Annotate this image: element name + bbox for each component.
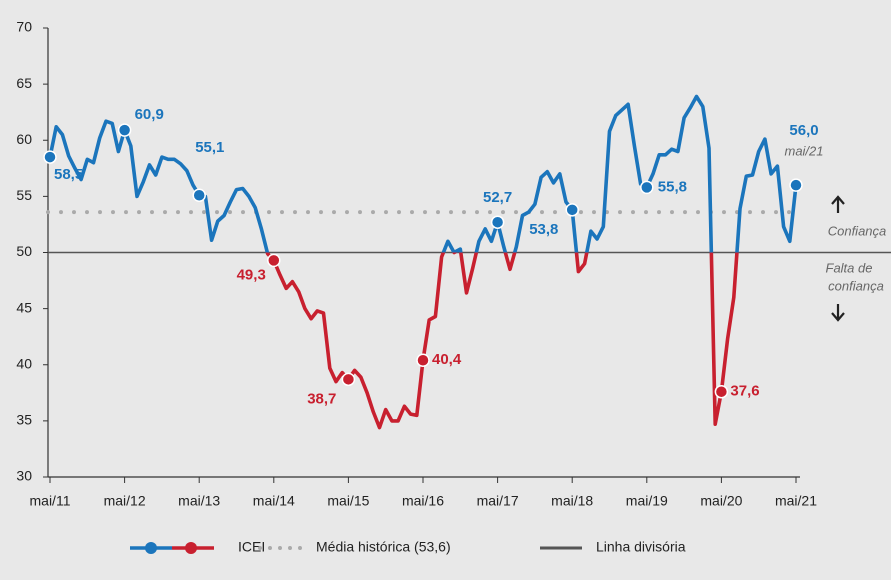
x-tick-label: mai/21 xyxy=(775,493,817,509)
legend-swatch xyxy=(145,542,157,554)
data-label: 49,3 xyxy=(237,266,266,283)
y-tick-label: 60 xyxy=(16,131,32,147)
x-tick-label: mai/18 xyxy=(551,493,593,509)
data-point xyxy=(341,372,356,387)
data-label: 40,4 xyxy=(432,351,462,368)
data-label: 55,1 xyxy=(195,139,224,156)
data-label: 38,7 xyxy=(307,390,336,407)
data-label: 37,6 xyxy=(730,383,759,400)
zone-label: confiança xyxy=(828,278,884,293)
zone-label: Confiança xyxy=(828,223,887,238)
y-tick-label: 40 xyxy=(16,355,32,371)
x-tick-label: mai/20 xyxy=(700,493,742,509)
x-tick-label: mai/12 xyxy=(104,493,146,509)
x-tick-label: mai/16 xyxy=(402,493,444,509)
y-tick-label: 30 xyxy=(16,468,32,484)
y-tick-label: 35 xyxy=(16,412,32,428)
data-label: 56,0 xyxy=(789,122,818,139)
data-point xyxy=(43,150,57,164)
x-tick-label: mai/19 xyxy=(626,493,668,509)
zone-label: Falta de xyxy=(826,260,873,275)
last-point-note: mai/21 xyxy=(784,144,823,159)
legend-label: Média histórica (53,6) xyxy=(316,539,451,555)
data-point xyxy=(789,178,803,192)
data-point xyxy=(640,180,654,195)
data-point xyxy=(416,353,430,368)
down-arrow xyxy=(831,304,845,322)
up-arrow xyxy=(831,195,845,213)
data-point xyxy=(490,215,505,229)
legend-label: Linha divisória xyxy=(596,539,686,555)
data-label: 58,5 xyxy=(54,166,83,183)
y-tick-label: 50 xyxy=(16,243,32,259)
data-point xyxy=(565,203,579,217)
x-tick-label: mai/11 xyxy=(30,493,71,509)
y-tick-label: 45 xyxy=(16,299,32,315)
data-point xyxy=(267,253,281,268)
x-tick-label: mai/13 xyxy=(178,493,220,509)
x-tick-label: mai/14 xyxy=(253,493,295,509)
y-tick-label: 70 xyxy=(16,19,32,35)
y-tick-label: 65 xyxy=(16,75,32,91)
y-tick-label: 55 xyxy=(16,187,32,203)
x-tick-label: mai/15 xyxy=(327,493,369,509)
data-point xyxy=(714,384,729,399)
legend-swatch xyxy=(185,542,197,554)
data-point xyxy=(117,123,132,137)
data-label: 55,8 xyxy=(658,178,687,195)
data-label: 52,7 xyxy=(483,189,512,206)
data-label: 53,8 xyxy=(529,221,558,238)
icei-line xyxy=(265,252,739,430)
legend-label: ICEI xyxy=(238,539,265,555)
data-label: 60,9 xyxy=(135,106,164,123)
data-point xyxy=(192,188,206,203)
x-tick-label: mai/17 xyxy=(477,493,519,509)
icei-line xyxy=(48,94,798,253)
